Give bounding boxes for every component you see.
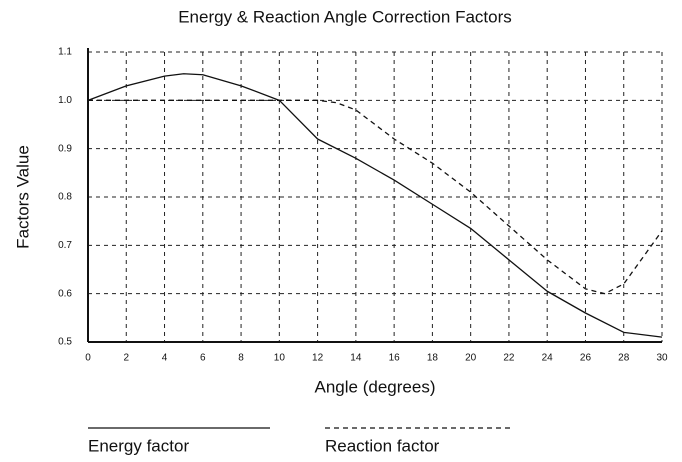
y-axis-label: Factors Value — [13, 145, 32, 249]
y-tick-label: 0.6 — [58, 288, 72, 299]
x-axis-label: Angle (degrees) — [315, 377, 436, 396]
legend-label: Reaction factor — [325, 436, 440, 455]
x-tick-label: 14 — [350, 353, 362, 364]
series-line — [87, 73, 663, 338]
legend-label: Energy factor — [88, 436, 189, 455]
x-tick-label: 12 — [312, 353, 324, 364]
x-tick-label: 18 — [427, 353, 439, 364]
x-tick-label: 28 — [618, 353, 630, 364]
x-tick-label: 16 — [389, 353, 401, 364]
y-tick-label: 0.5 — [58, 337, 72, 348]
x-tick-label: 26 — [580, 353, 592, 364]
x-tick-label: 6 — [200, 353, 206, 364]
chart-title: Energy & Reaction Angle Correction Facto… — [178, 7, 512, 26]
y-tick-label: 0.9 — [58, 143, 72, 154]
y-tick-label: 0.8 — [58, 192, 72, 203]
x-tick-label: 20 — [465, 353, 477, 364]
x-tick-label: 4 — [162, 353, 168, 364]
y-tick-label: 1.0 — [58, 95, 72, 106]
series-line — [88, 99, 663, 295]
y-tick-label: 0.7 — [58, 240, 72, 251]
x-tick-label: 30 — [656, 353, 668, 364]
x-tick-label: 10 — [274, 353, 286, 364]
x-tick-label: 22 — [503, 353, 515, 364]
x-tick-label: 2 — [123, 353, 129, 364]
x-tick-label: 24 — [542, 353, 554, 364]
y-tick-label: 1.1 — [58, 47, 72, 58]
x-tick-label: 8 — [238, 353, 244, 364]
x-tick-label: 0 — [85, 353, 91, 364]
